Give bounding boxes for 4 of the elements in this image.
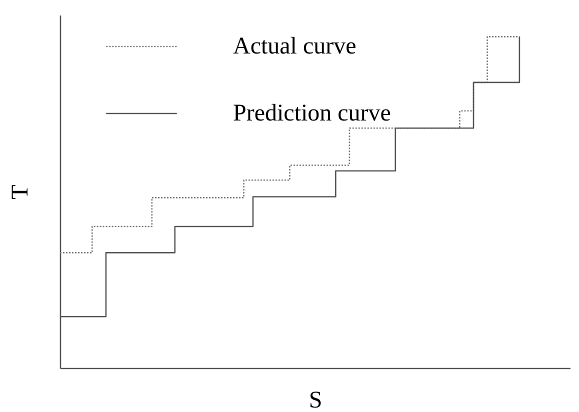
x-axis-title: S xyxy=(308,388,322,412)
legend-label: Actual curve xyxy=(233,34,356,60)
y-axis-title: T xyxy=(8,184,34,200)
legend-label: Prediction curve xyxy=(233,100,391,126)
